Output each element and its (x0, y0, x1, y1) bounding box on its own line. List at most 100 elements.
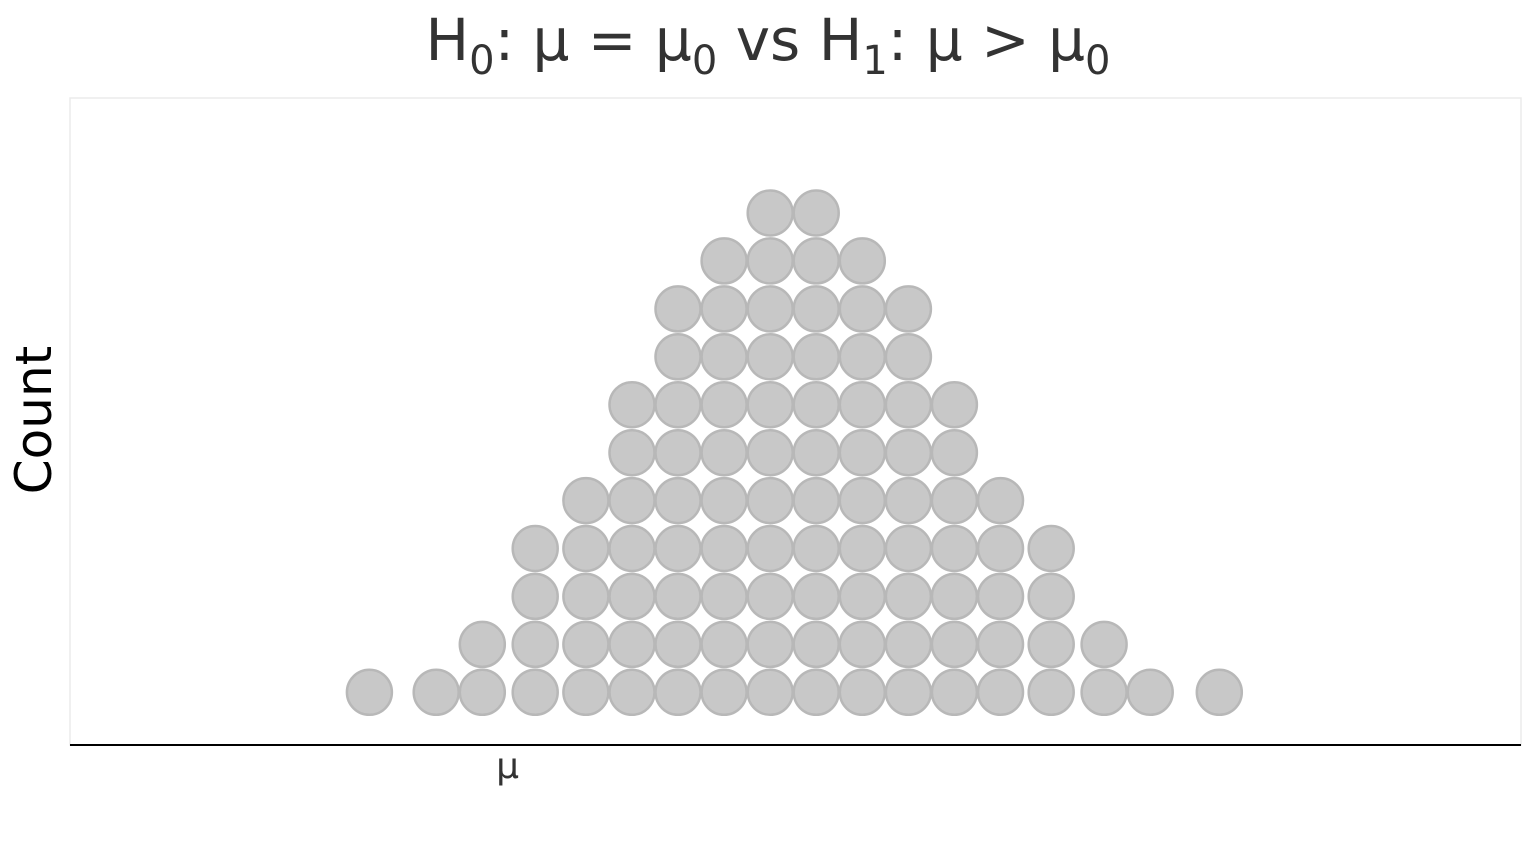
h1-symbol: H (818, 6, 863, 74)
dot-col13-row3 (930, 572, 979, 621)
dot-col1-row1 (345, 668, 394, 717)
dot-col10-row1 (792, 668, 840, 717)
alt-hypothesis-text: : μ > μ (887, 6, 1086, 74)
h0-symbol: H (425, 6, 470, 74)
dot-col10-row8 (792, 333, 840, 381)
dot-col6-row4 (608, 524, 656, 573)
dot-col13-row4 (930, 524, 979, 573)
dot-col8-row3 (700, 572, 748, 621)
dot-col14-row4 (976, 524, 1025, 573)
null-hypothesis-text: : μ = μ (494, 6, 692, 74)
dot-col9-row4 (746, 524, 794, 573)
dot-col15-row1 (1027, 668, 1075, 717)
dot-col10-row10 (792, 237, 840, 285)
dot-col10-row4 (792, 524, 840, 573)
dot-col7-row6 (654, 428, 702, 477)
dot-col6-row1 (608, 668, 656, 717)
dot-col12-row8 (884, 333, 933, 381)
dot-col6-row3 (608, 572, 656, 621)
dot-col8-row1 (700, 668, 748, 717)
dot-col9-row6 (746, 428, 794, 477)
dot-col7-row5 (654, 476, 702, 525)
dot-col6-row5 (608, 476, 656, 525)
dot-col12-row2 (884, 620, 933, 669)
dot-col10-row6 (792, 428, 840, 477)
h1-subscript: 1 (862, 38, 888, 84)
dot-col5-row1 (562, 668, 610, 717)
dot-col16-row1 (1080, 668, 1128, 717)
dot-col9-row8 (746, 333, 794, 381)
dot-col10-row7 (792, 380, 840, 429)
dot-col4-row3 (511, 572, 559, 621)
dot-col8-row10 (700, 237, 748, 285)
dot-col13-row2 (930, 620, 979, 669)
dot-col10-row3 (792, 572, 840, 621)
dots-group (345, 189, 1244, 717)
dot-col9-row1 (746, 668, 794, 717)
dot-col14-row5 (976, 476, 1025, 525)
dot-col12-row1 (884, 668, 933, 717)
dot-col18-row1 (1195, 668, 1244, 717)
dot-col9-row3 (746, 572, 794, 621)
dot-col15-row2 (1027, 620, 1075, 669)
dot-col8-row6 (700, 428, 748, 477)
dot-col8-row2 (700, 620, 748, 669)
dot-col4-row2 (511, 620, 559, 669)
dot-col13-row1 (930, 668, 979, 717)
dot-col4-row1 (511, 668, 559, 717)
dot-col8-row9 (700, 285, 748, 333)
dot-col11-row3 (838, 572, 887, 621)
dot-col9-row9 (746, 285, 794, 333)
dot-col8-row8 (700, 333, 748, 381)
dot-col7-row9 (654, 285, 702, 333)
dot-col11-row8 (838, 333, 887, 381)
dot-col8-row5 (700, 476, 748, 525)
dot-col3-row1 (458, 668, 507, 717)
dot-col7-row7 (654, 380, 702, 429)
dot-col9-row2 (746, 620, 794, 669)
dot-col9-row11 (746, 189, 794, 237)
chart-title: H0: μ = μ0 vs H1: μ > μ0 (0, 4, 1536, 81)
dot-col5-row3 (562, 572, 610, 621)
dot-col6-row2 (608, 620, 656, 669)
dot-col17-row1 (1126, 668, 1174, 717)
dot-col11-row10 (838, 237, 887, 285)
x-tick-label-mu: μ (496, 746, 520, 787)
dot-col13-row5 (930, 476, 979, 525)
dot-col7-row4 (654, 524, 702, 573)
null-mu-subscript: 0 (691, 38, 718, 84)
dot-col10-row5 (792, 476, 840, 525)
alt-mu-subscript: 0 (1085, 38, 1111, 84)
dot-col15-row4 (1027, 524, 1075, 573)
dot-col10-row11 (792, 189, 840, 237)
dot-col7-row1 (654, 668, 702, 717)
dot-col15-row3 (1027, 572, 1075, 621)
dot-col5-row4 (562, 524, 610, 573)
dot-col11-row5 (838, 476, 887, 525)
dot-col6-row6 (608, 428, 656, 477)
dot-col5-row2 (562, 620, 610, 669)
dot-col11-row4 (838, 524, 887, 573)
dot-col12-row5 (884, 476, 933, 525)
dot-col12-row4 (884, 524, 933, 573)
h0-subscript: 0 (469, 38, 495, 84)
dot-col4-row4 (511, 524, 559, 573)
dot-col11-row9 (838, 285, 887, 333)
dot-col11-row2 (838, 620, 887, 669)
dot-col8-row7 (700, 380, 748, 429)
dot-col2-row1 (412, 668, 460, 717)
dot-col11-row6 (838, 428, 887, 477)
dot-col8-row4 (700, 524, 748, 573)
dot-col12-row9 (884, 285, 933, 333)
dot-col10-row2 (792, 620, 840, 669)
dot-col13-row6 (930, 428, 979, 477)
dot-col14-row1 (976, 668, 1025, 717)
dot-col7-row2 (654, 620, 702, 669)
dot-col11-row1 (838, 668, 887, 717)
dot-col5-row5 (562, 476, 610, 525)
dot-col12-row3 (884, 572, 933, 621)
dot-col9-row5 (746, 476, 794, 525)
dot-col16-row2 (1080, 620, 1128, 669)
dot-col14-row3 (976, 572, 1025, 621)
dot-col9-row7 (746, 380, 794, 429)
